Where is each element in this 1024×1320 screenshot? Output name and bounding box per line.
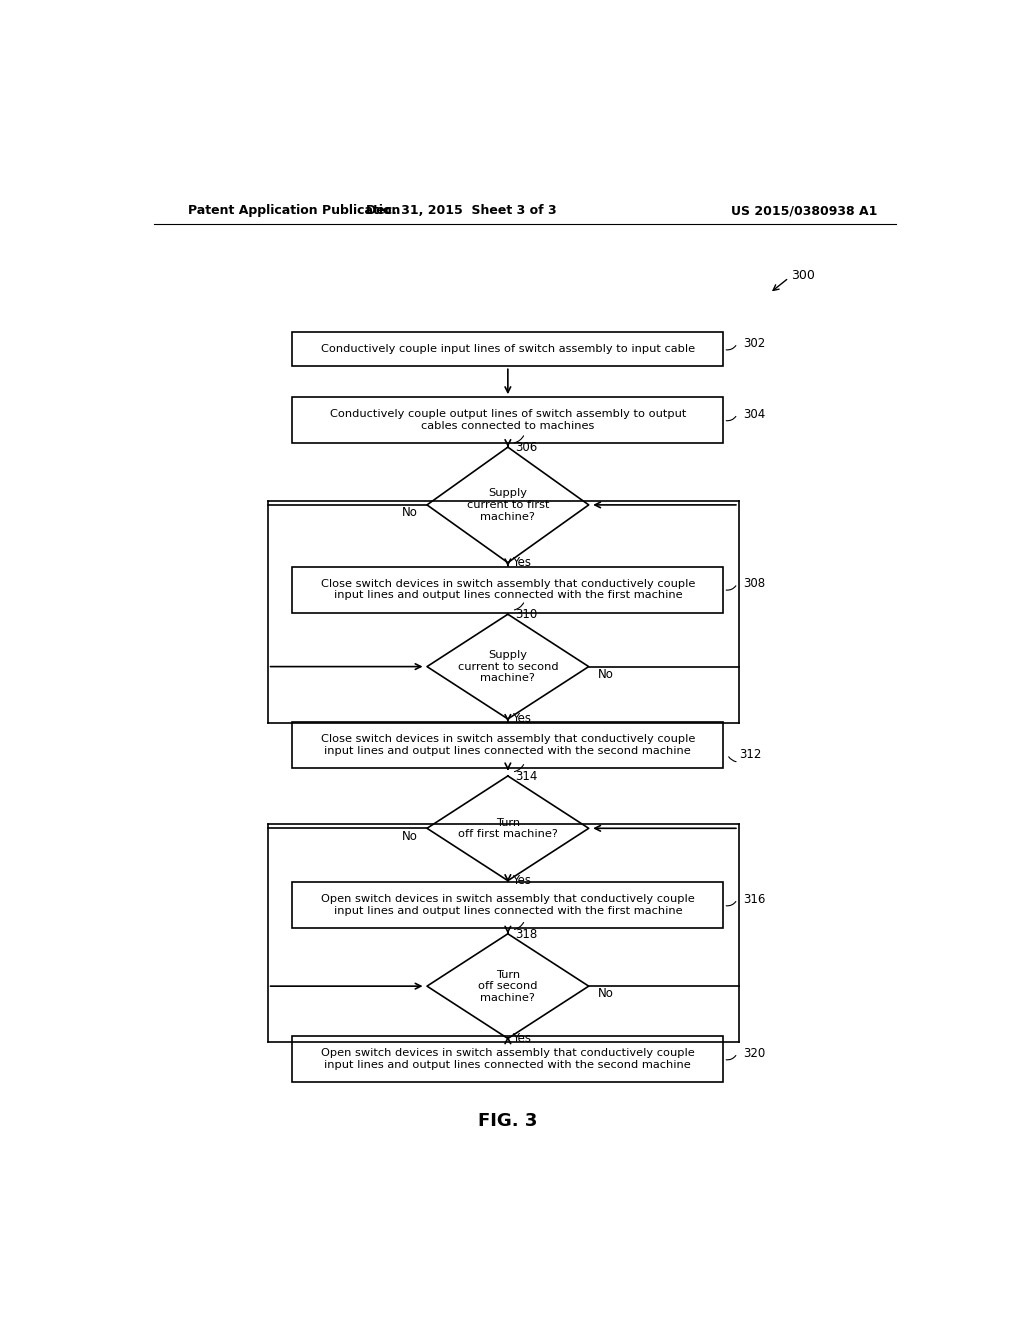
Text: 310: 310 — [515, 609, 538, 622]
Text: 312: 312 — [739, 748, 761, 760]
Text: Turn
off first machine?: Turn off first machine? — [458, 817, 558, 840]
Text: Supply
current to second
machine?: Supply current to second machine? — [458, 649, 558, 684]
Bar — [292, 722, 724, 768]
Text: 302: 302 — [742, 337, 765, 350]
Text: 320: 320 — [742, 1047, 765, 1060]
Text: Conductively couple output lines of switch assembly to output
cables connected t: Conductively couple output lines of swit… — [330, 409, 686, 432]
Text: 314: 314 — [515, 770, 538, 783]
Text: No: No — [598, 987, 613, 1001]
Text: Conductively couple input lines of switch assembly to input cable: Conductively couple input lines of switc… — [321, 345, 695, 354]
Bar — [292, 566, 724, 612]
Text: Open switch devices in switch assembly that conductively couple
input lines and : Open switch devices in switch assembly t… — [321, 895, 694, 916]
Text: Yes: Yes — [512, 711, 530, 725]
Text: Yes: Yes — [512, 556, 530, 569]
Text: 300: 300 — [792, 269, 815, 282]
Bar — [292, 1036, 724, 1082]
Text: Close switch devices in switch assembly that conductively couple
input lines and: Close switch devices in switch assembly … — [321, 578, 695, 601]
Text: No: No — [401, 506, 418, 519]
Text: No: No — [598, 668, 613, 681]
Text: 308: 308 — [742, 577, 765, 590]
Text: 318: 318 — [515, 928, 538, 941]
Bar — [292, 397, 724, 444]
Text: Turn
off second
machine?: Turn off second machine? — [478, 970, 538, 1003]
Text: 306: 306 — [515, 441, 538, 454]
Text: US 2015/0380938 A1: US 2015/0380938 A1 — [731, 205, 878, 218]
Text: Supply
current to first
machine?: Supply current to first machine? — [467, 488, 549, 521]
Bar — [292, 882, 724, 928]
Text: Dec. 31, 2015  Sheet 3 of 3: Dec. 31, 2015 Sheet 3 of 3 — [367, 205, 557, 218]
Text: Close switch devices in switch assembly that conductively couple
input lines and: Close switch devices in switch assembly … — [321, 734, 695, 756]
Text: Yes: Yes — [512, 874, 530, 887]
Bar — [292, 333, 724, 367]
Text: FIG. 3: FIG. 3 — [478, 1111, 538, 1130]
Text: Yes: Yes — [512, 1032, 530, 1044]
Text: Open switch devices in switch assembly that conductively couple
input lines and : Open switch devices in switch assembly t… — [321, 1048, 694, 1071]
Text: Patent Application Publication: Patent Application Publication — [188, 205, 400, 218]
Text: 304: 304 — [742, 408, 765, 421]
Text: No: No — [401, 829, 418, 842]
Text: 316: 316 — [742, 892, 765, 906]
